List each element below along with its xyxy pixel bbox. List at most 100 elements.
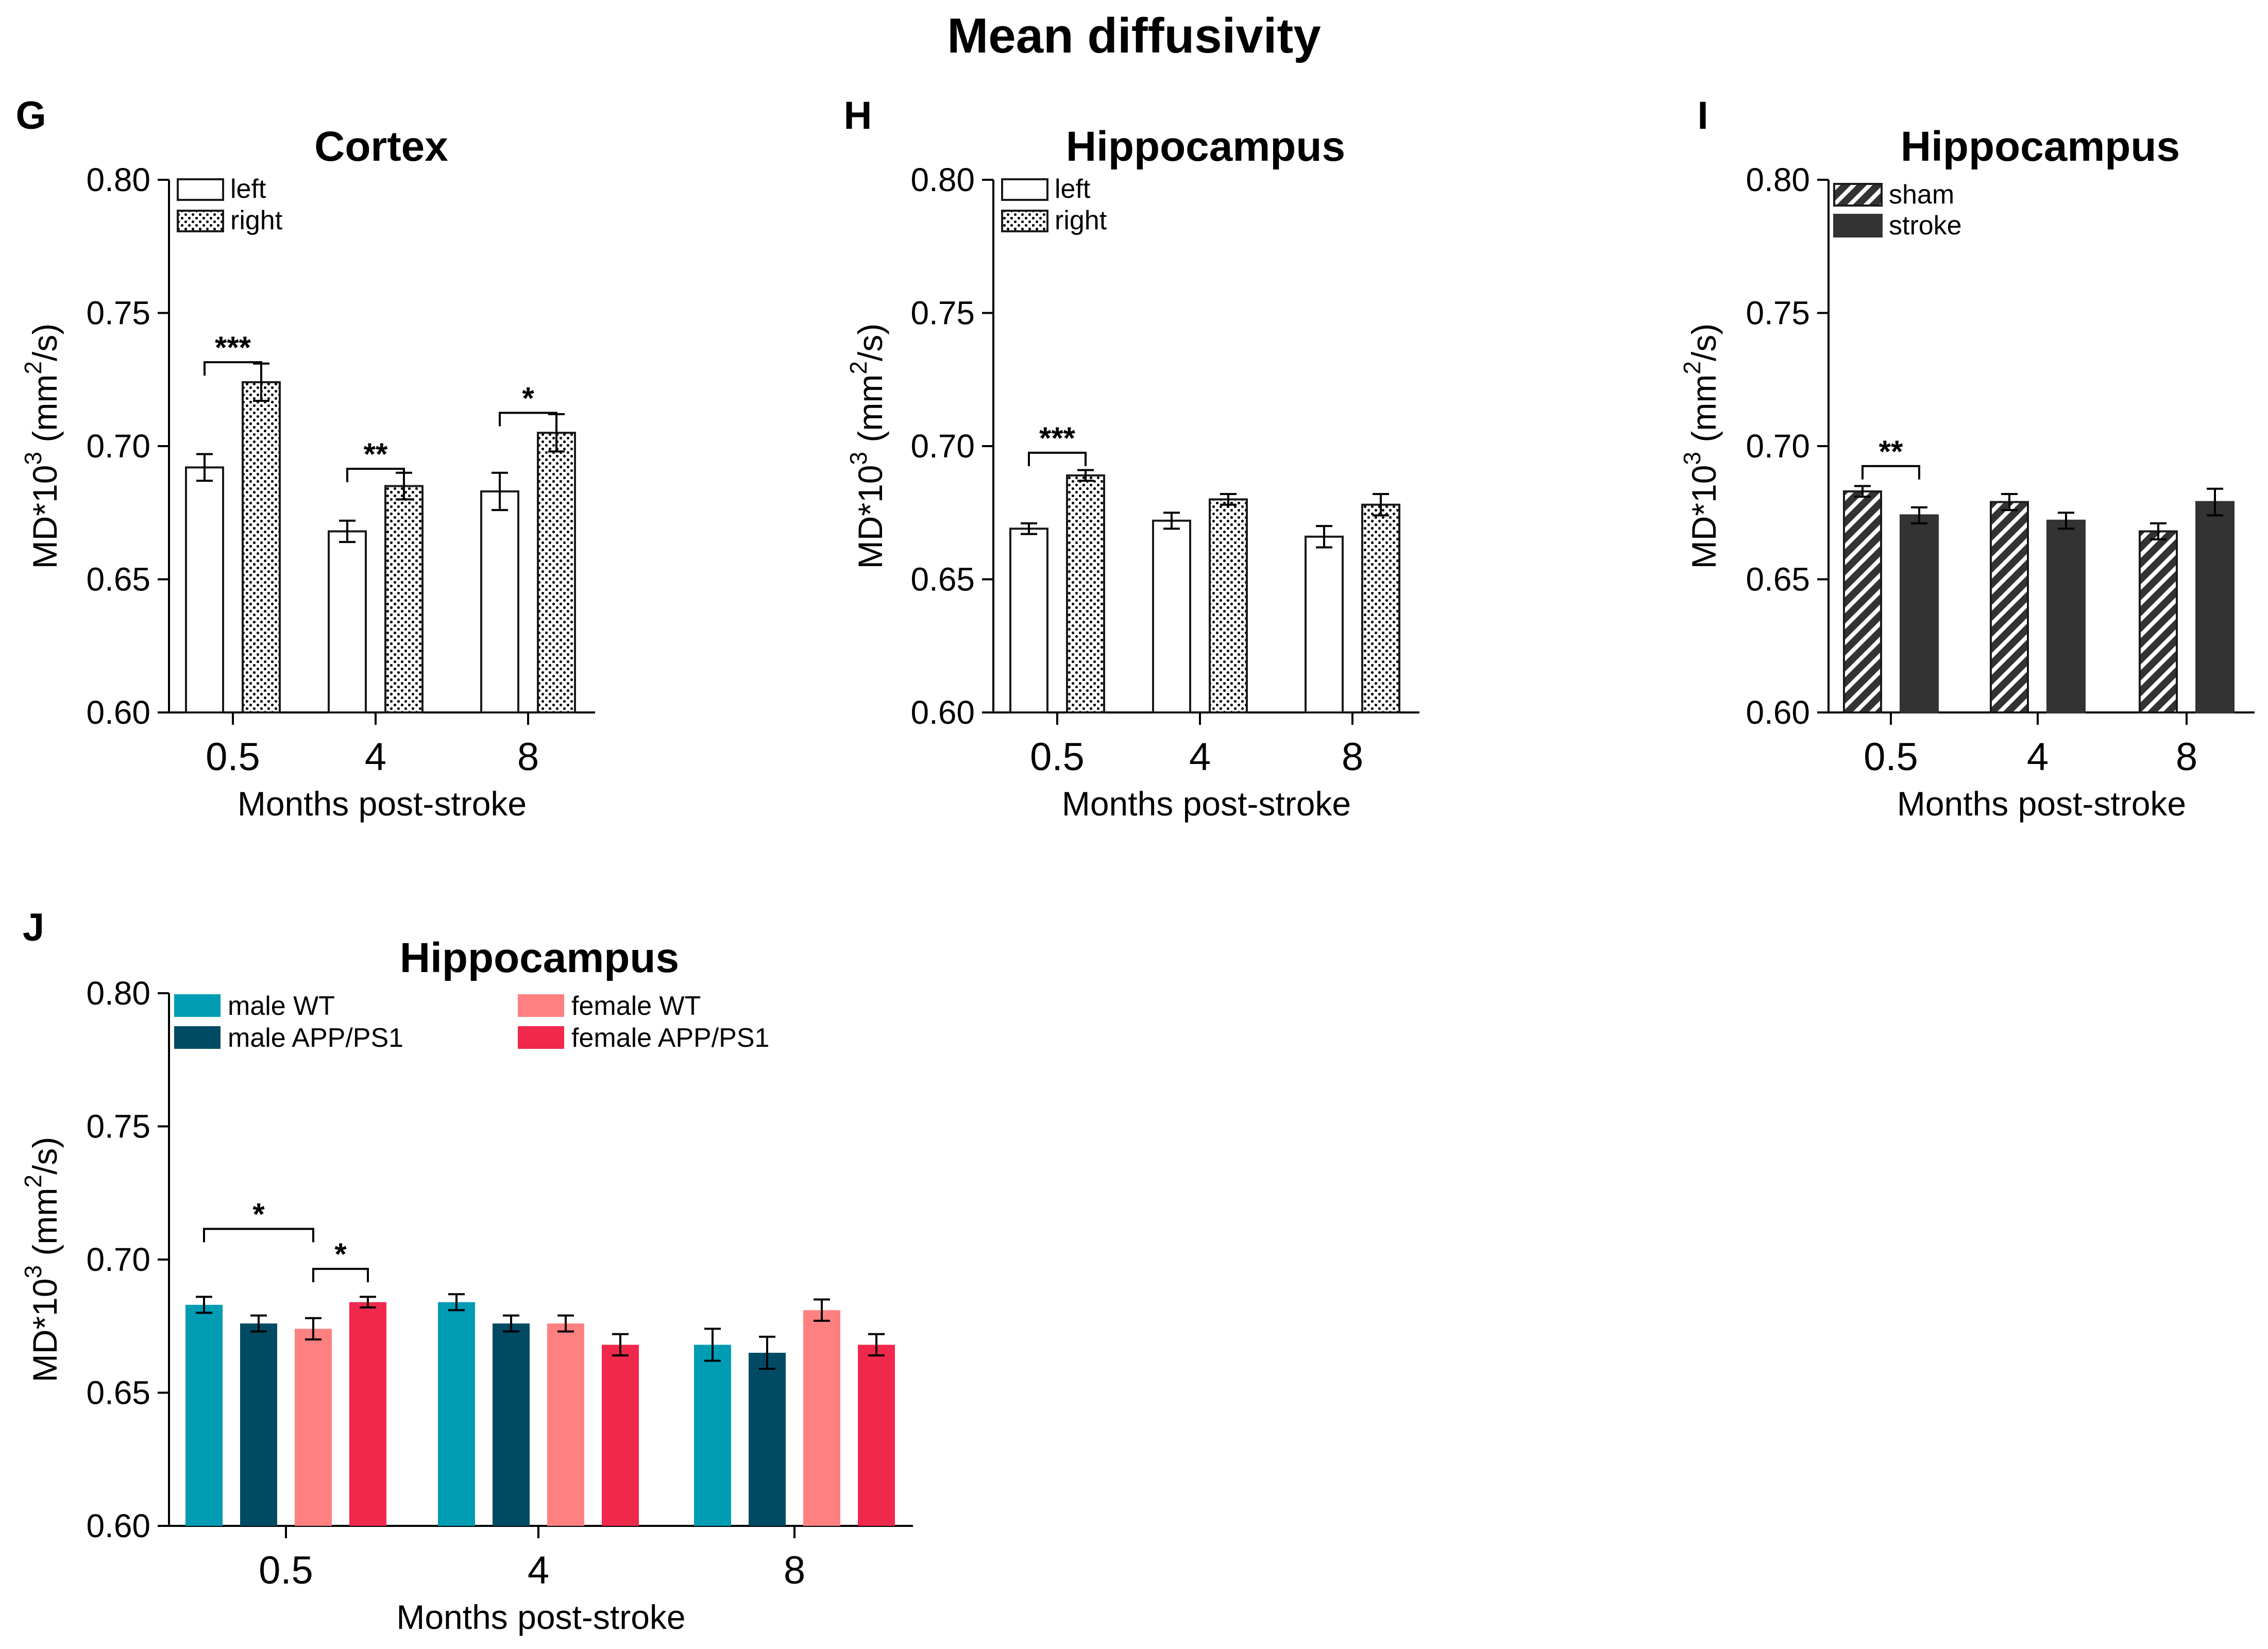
error-bar-male-app-ps1-8 (759, 1335, 775, 1370)
legend-item-left: left (1001, 174, 1091, 204)
error-bar-female-wt-8 (814, 1298, 830, 1322)
x-tick-label: 0.5 (259, 1549, 313, 1592)
y-axis-title-superscript: 2 (845, 361, 872, 375)
legend-swatch (518, 994, 564, 1017)
legend-label: female WT (571, 991, 701, 1021)
legend-item-right: right (1001, 206, 1107, 235)
y-axis-title-superscript: 3 (20, 452, 46, 465)
x-axis-title: Months post-stroke (396, 1598, 685, 1636)
legend-swatch (1833, 183, 1883, 207)
error-bar-stroke-4 (2058, 512, 2074, 530)
bar-female-app-ps1-8 (858, 1345, 895, 1526)
error-bar-male-app-ps1-0-5 (250, 1314, 267, 1333)
bar-female-wt-8 (803, 1310, 840, 1526)
legend-item-male-app-ps1: male APP/PS1 (174, 1023, 403, 1053)
significance-bracket: * (499, 381, 557, 427)
bar-left-8 (1305, 535, 1344, 714)
x-tick-label: 0.5 (206, 735, 260, 779)
bar-right-0-5 (242, 381, 281, 713)
significance-bracket: *** (1028, 421, 1087, 466)
bar-right-0-5 (1066, 474, 1105, 713)
y-axis-title-part: (mm (26, 375, 64, 452)
y-tick-label: 0.70 (910, 428, 975, 465)
y-tick-label: 0.75 (1746, 295, 1810, 332)
y-axis-title-part: MD*10 (26, 465, 64, 569)
x-tick-label: 4 (1189, 735, 1211, 779)
error-bar-male-app-ps1-4 (503, 1314, 519, 1333)
bar-sham-8 (2139, 530, 2178, 713)
bar-male-app-ps1-0-5 (240, 1323, 277, 1526)
significance-bracket: *** (204, 330, 262, 376)
legend-swatch (177, 210, 224, 232)
y-tick-label: 0.75 (86, 295, 150, 332)
legend-swatch (1001, 210, 1048, 232)
y-tick-label: 0.75 (86, 1108, 150, 1145)
x-tick-label: 0.5 (1030, 735, 1085, 779)
error-bar-left-4 (1163, 512, 1180, 530)
legend-item-left: left (177, 174, 266, 204)
y-axis-title-part: /s) (26, 324, 64, 361)
error-bar-male-wt-4 (448, 1293, 465, 1312)
legend-label: right (230, 206, 283, 235)
significance-bracket: * (312, 1237, 369, 1283)
bar-right-8 (537, 432, 576, 713)
significance-bracket: ** (346, 437, 405, 482)
significance-bracket-line (204, 361, 262, 376)
legend-item-male-wt: male WT (174, 991, 335, 1021)
y-tick-label: 0.60 (86, 1507, 150, 1544)
bar-left-4 (1152, 519, 1191, 713)
bar-female-wt-4 (547, 1323, 584, 1526)
bar-stroke-8 (2195, 501, 2235, 713)
legend-swatch (518, 1026, 564, 1049)
bar-sham-4 (1990, 501, 2029, 713)
legend-label: sham (1889, 180, 1954, 210)
error-bar-left-4 (339, 519, 356, 543)
error-bar-right-8 (1373, 493, 1389, 517)
y-axis-title-part: /s) (851, 324, 889, 361)
x-tick-label: 8 (2176, 735, 2197, 779)
significance-label: * (334, 1237, 347, 1271)
bar-left-4 (328, 530, 367, 713)
x-tick-label: 8 (1342, 735, 1363, 779)
y-axis-title-part: MD*10 (1685, 465, 1723, 569)
significance-bracket-line (1861, 465, 1920, 480)
significance-bracket: * (203, 1197, 314, 1243)
y-tick-label: 0.60 (86, 694, 150, 731)
y-tick-label: 0.65 (86, 561, 150, 598)
error-bar-male-wt-8 (704, 1328, 721, 1362)
y-tick-label: 0.70 (86, 428, 150, 465)
x-tick-label: 4 (528, 1549, 549, 1592)
error-bar-left-0-5 (1021, 522, 1037, 535)
bar-male-wt-8 (694, 1345, 731, 1526)
error-bar-right-4 (1220, 493, 1237, 506)
legend-swatch (174, 1026, 221, 1049)
bar-male-app-ps1-8 (749, 1352, 786, 1526)
significance-label: * (522, 381, 534, 415)
significance-bracket-line (203, 1228, 314, 1243)
error-bar-female-app-ps1-0-5 (360, 1296, 376, 1309)
panel-g-cortex-chart: G Cortex 0.60 0.65 0.70 0.75 0.80 0.5 4 8 Months p… (15, 94, 595, 823)
bar-female-app-ps1-4 (602, 1345, 639, 1526)
x-tick-label: 4 (2027, 735, 2049, 779)
y-tick-label: 0.80 (86, 161, 150, 198)
y-axis-title: MD*103 (mm2/s) (20, 324, 64, 569)
significance-label: *** (215, 330, 251, 365)
legend-item-right: right (177, 206, 283, 235)
error-bar-stroke-0-5 (1911, 506, 1927, 524)
bar-stroke-0-5 (1900, 514, 1939, 713)
significance-bracket-line (346, 467, 405, 482)
y-axis-title-part: /s) (26, 1137, 64, 1175)
legend-label: female APP/PS1 (571, 1023, 769, 1053)
x-tick-label: 4 (365, 735, 386, 779)
bar-male-wt-0-5 (185, 1304, 223, 1526)
error-bar-right-0-5 (1077, 469, 1094, 482)
bar-stroke-4 (2046, 519, 2086, 713)
bar-left-0-5 (1009, 528, 1048, 714)
error-bar-stroke-8 (2207, 487, 2223, 517)
y-axis-title-superscript: 2 (20, 1175, 46, 1188)
chart-title: Hippocampus (1066, 123, 1345, 170)
bar-left-0-5 (185, 466, 224, 713)
legend-swatch (1001, 178, 1048, 201)
y-axis-title-superscript: 2 (1679, 361, 1705, 375)
